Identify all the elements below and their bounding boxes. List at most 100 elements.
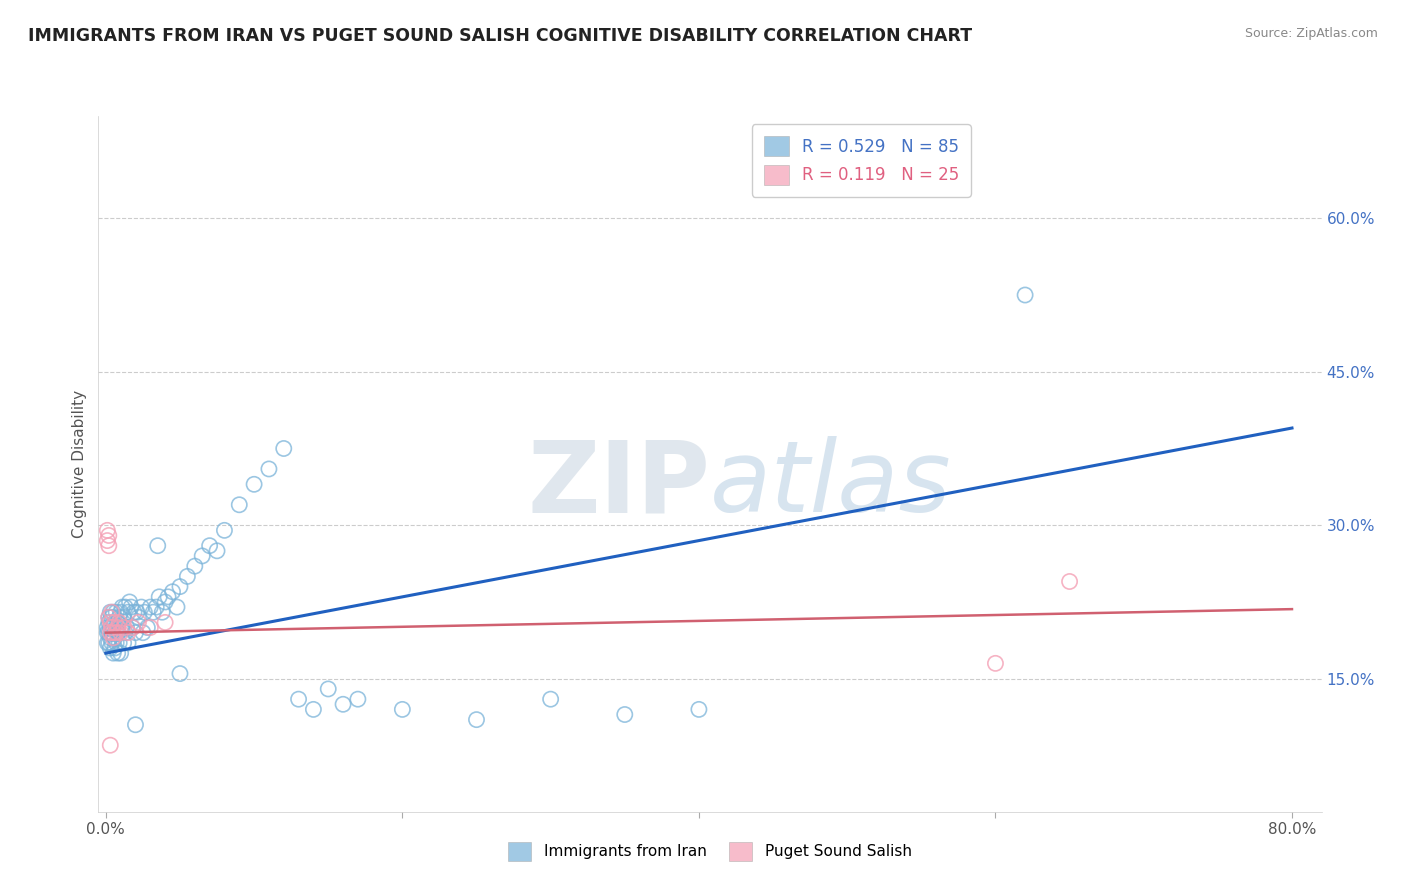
Point <box>96 524 118 538</box>
Point <box>688 702 710 716</box>
Point <box>145 600 167 615</box>
Point <box>97 625 120 640</box>
Point <box>98 621 121 635</box>
Point <box>176 569 198 583</box>
Point <box>127 615 149 630</box>
Point <box>104 615 127 630</box>
Point <box>97 539 120 553</box>
Point <box>117 625 139 640</box>
Point <box>97 615 120 630</box>
Point <box>127 610 149 624</box>
Point <box>150 605 173 619</box>
Point <box>112 610 135 624</box>
Point <box>302 702 325 716</box>
Point <box>108 636 131 650</box>
Point <box>228 498 250 512</box>
Point <box>108 610 131 624</box>
Point <box>139 621 162 635</box>
Point <box>110 646 132 660</box>
Point <box>110 605 132 619</box>
Point <box>98 605 121 619</box>
Point <box>97 636 120 650</box>
Point <box>104 615 127 630</box>
Point <box>114 625 136 640</box>
Point <box>115 621 138 635</box>
Point <box>103 621 125 635</box>
Point <box>108 615 131 630</box>
Point <box>257 462 280 476</box>
Point <box>153 595 176 609</box>
Point <box>205 543 228 558</box>
Point <box>347 692 370 706</box>
Point <box>98 631 121 645</box>
Point <box>121 621 143 635</box>
Point <box>107 621 129 635</box>
Point <box>96 625 118 640</box>
Point <box>111 600 134 615</box>
Point <box>316 681 339 696</box>
Point <box>110 621 132 635</box>
Point <box>540 692 562 706</box>
Point <box>97 528 120 542</box>
Point <box>984 657 1007 671</box>
Point <box>332 698 354 712</box>
Point <box>96 533 118 548</box>
Point <box>105 621 128 635</box>
Point <box>273 442 295 456</box>
Point <box>131 600 153 615</box>
Point <box>112 636 135 650</box>
Point <box>98 738 121 752</box>
Point <box>112 621 135 635</box>
Point <box>139 600 162 615</box>
Point <box>100 625 122 640</box>
Text: ZIP: ZIP <box>527 436 710 533</box>
Point <box>1059 574 1081 589</box>
Point <box>98 640 121 655</box>
Point <box>103 605 125 619</box>
Point <box>107 646 129 660</box>
Point <box>114 600 136 615</box>
Point <box>103 625 125 640</box>
Point <box>613 707 636 722</box>
Point <box>117 636 139 650</box>
Point <box>100 605 122 619</box>
Point <box>148 590 170 604</box>
Point <box>287 692 309 706</box>
Point <box>132 625 155 640</box>
Point <box>1014 288 1036 302</box>
Point <box>111 621 134 635</box>
Point <box>191 549 214 563</box>
Legend: Immigrants from Iran, Puget Sound Salish: Immigrants from Iran, Puget Sound Salish <box>502 836 918 867</box>
Text: atlas: atlas <box>710 436 952 533</box>
Point <box>105 605 128 619</box>
Point <box>122 605 145 619</box>
Point <box>98 625 121 640</box>
Point <box>100 621 122 635</box>
Point <box>142 605 165 619</box>
Point <box>465 713 488 727</box>
Point <box>134 605 156 619</box>
Point <box>166 600 188 615</box>
Point <box>243 477 266 491</box>
Point <box>107 625 129 640</box>
Point <box>103 631 125 645</box>
Point <box>107 615 129 630</box>
Point <box>153 615 176 630</box>
Point <box>136 621 159 635</box>
Point <box>169 580 191 594</box>
Point <box>97 610 120 624</box>
Point <box>169 666 191 681</box>
Point <box>125 605 148 619</box>
Point <box>100 610 122 624</box>
Point <box>146 539 169 553</box>
Text: IMMIGRANTS FROM IRAN VS PUGET SOUND SALISH COGNITIVE DISABILITY CORRELATION CHAR: IMMIGRANTS FROM IRAN VS PUGET SOUND SALI… <box>28 27 972 45</box>
Point <box>120 600 142 615</box>
Point <box>96 636 118 650</box>
Point <box>117 605 139 619</box>
Point <box>124 625 146 640</box>
Point <box>105 636 128 650</box>
Y-axis label: Cognitive Disability: Cognitive Disability <box>72 390 87 538</box>
Point <box>184 559 207 574</box>
Point <box>118 595 141 609</box>
Point <box>96 621 118 635</box>
